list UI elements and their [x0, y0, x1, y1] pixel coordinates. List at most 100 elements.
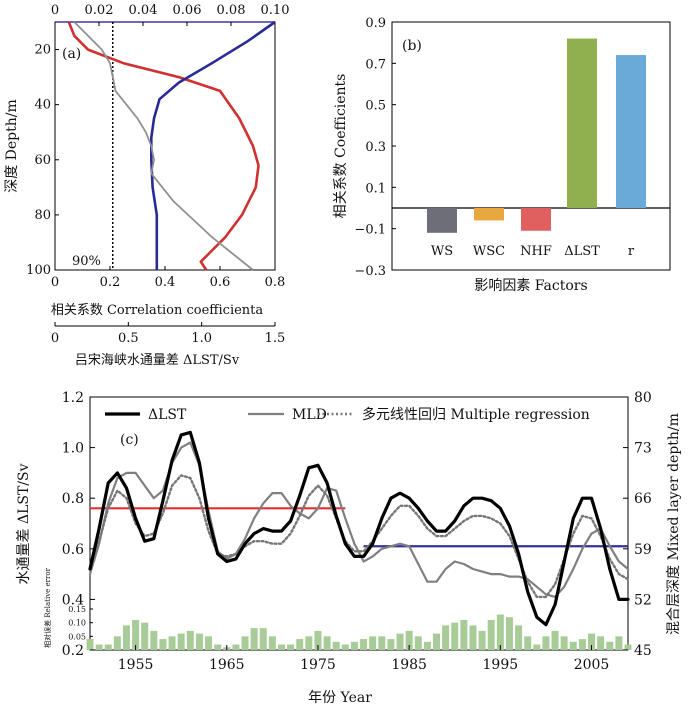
relative-error-bar-1980	[360, 639, 368, 650]
panel-c: (c) 水通量差 ΔLST/Sv 混合层深度 Mixed layer depth…	[16, 390, 682, 706]
c-x-tick-label: 1995	[483, 657, 519, 673]
b-bar-3	[567, 38, 597, 209]
b-y-tick-label: 0.1	[365, 181, 386, 196]
c-series-2-line	[88, 474, 630, 599]
a-top-tick-label: 0	[51, 3, 59, 18]
relative-error-bar-2000	[542, 636, 550, 650]
relative-error-bar-1990	[451, 622, 459, 650]
relative-error-tick-label: 0.10	[68, 619, 86, 628]
a-bottom-tick-label: 0	[51, 275, 59, 290]
c-left-tick-label: 0.6	[62, 542, 84, 558]
relative-error-bar-1951	[95, 644, 103, 650]
c-right-tick-label: 45	[634, 643, 652, 659]
panel-c-xlabel: 年份 Year	[308, 690, 372, 706]
relative-error-bar-1972	[287, 644, 295, 650]
relative-error-bar-1989	[442, 625, 450, 650]
a-top-tick-label: 0.10	[261, 3, 290, 18]
c-left-tick-label: 0.2	[62, 643, 84, 659]
relative-error-bar-1985	[405, 630, 413, 650]
relative-error-bar-1970	[268, 636, 276, 650]
relative-error-bar-1959	[168, 636, 176, 650]
a-top-tick-label: 0.08	[217, 3, 246, 18]
c-right-tick-label: 59	[634, 542, 652, 558]
a-bottom-tick-label: 0.2	[100, 275, 121, 290]
relative-error-bar-1964	[214, 644, 222, 650]
panel-c-ylabel-right: 混合层深度 Mixed layer depth/m	[666, 413, 682, 635]
c-right-tick-label: 66	[634, 491, 652, 507]
relative-error-bar-2005	[588, 633, 596, 650]
b-y-tick-label: 0.5	[365, 99, 386, 114]
relative-error-label: 相对误差 Relative error	[43, 567, 52, 647]
relative-error-bar-1971	[277, 644, 285, 650]
relative-error-bar-1969	[259, 628, 267, 650]
a-second-axis-tick-label: 0.5	[118, 331, 139, 346]
b-bar-1	[474, 208, 504, 221]
relative-error-bar-1997	[515, 625, 523, 650]
relative-error-bar-1991	[460, 619, 468, 650]
a-top-tick-label: 0.04	[129, 3, 158, 18]
panel-c-ylabel-left: 水通量差 ΔLST/Sv	[16, 463, 32, 584]
relative-error-bar-1950	[86, 639, 94, 650]
relative-error-bar-2003	[569, 641, 577, 650]
relative-error-bar-1961	[186, 630, 194, 650]
c-x-tick-label: 2005	[574, 657, 610, 673]
significance-label: 90%	[72, 254, 101, 269]
panel-c-label: (c)	[120, 432, 139, 448]
relative-error-bar-1977	[332, 641, 340, 650]
relative-error-bar-1973	[296, 639, 304, 650]
panel-b: (b) 相关系数 Coefficients 影响因素 Factors −0.3 −…	[333, 16, 671, 294]
relative-error-bar-1992	[469, 625, 477, 650]
relative-error-bar-1983	[387, 639, 395, 650]
relative-error-bar-1968	[250, 628, 258, 650]
relative-error-bar-2004	[578, 639, 586, 650]
c-left-tick-label: 0.8	[62, 491, 84, 507]
b-category-label: ΔLST	[564, 244, 600, 259]
a-y-tick-label: 60	[34, 153, 51, 168]
relative-error-bar-2002	[560, 636, 568, 650]
a-top-tick-label: 0.06	[173, 3, 202, 18]
relative-error-bar-1966	[232, 644, 240, 650]
b-y-tick-label: −0.3	[354, 264, 386, 279]
legend-label-0: ΔLST	[148, 407, 187, 423]
relative-error-bar-1962	[195, 633, 203, 650]
b-bar-0	[427, 208, 457, 233]
panel-c-frame	[89, 396, 629, 651]
relative-error-bar-1963	[205, 636, 213, 650]
relative-error-bar-1979	[350, 641, 358, 650]
relative-error-bar-1999	[533, 644, 541, 650]
panel-b-label: (b)	[402, 38, 422, 54]
b-category-label: WS	[431, 244, 453, 259]
a-bottom-tick-label: 0.4	[155, 275, 176, 290]
b-bar-2	[521, 208, 551, 231]
relative-error-bar-1984	[396, 633, 404, 650]
relative-error-bar-2001	[551, 630, 559, 650]
relative-error-bar-1982	[378, 636, 386, 650]
c-right-tick-label: 73	[634, 441, 652, 457]
a-series-gray-line	[73, 21, 254, 271]
a-top-tick-label: 0.02	[85, 3, 114, 18]
panel-a-ylabel: 深度 Depth/m	[4, 99, 20, 193]
c-series-0-line	[88, 430, 630, 627]
relative-error-bar-1954	[122, 625, 130, 650]
b-y-tick-label: 0.3	[365, 140, 386, 155]
a-series-blue-line	[150, 20, 276, 270]
c-x-tick-label: 1975	[300, 657, 336, 673]
a-y-tick-label: 20	[34, 43, 51, 58]
relative-error-tick-label: 0.05	[68, 632, 86, 641]
panel-a-xlabel-1: 相关系数 Correlation coefficienta	[51, 303, 264, 318]
relative-error-bar-1956	[141, 622, 149, 650]
relative-error-bar-1987	[423, 641, 431, 650]
relative-error-bar-1994	[487, 619, 495, 650]
b-y-tick-label: 0.7	[365, 57, 386, 72]
relative-error-bar-2006	[597, 636, 605, 650]
relative-error-bar-1986	[414, 636, 422, 650]
panel-a-xlabel-2: 吕宋海峡水通量差 ΔLST/Sv	[75, 353, 240, 368]
relative-error-bar-1976	[323, 636, 331, 650]
a-bottom-tick-label: 0.6	[210, 275, 231, 290]
b-y-tick-label: −0.1	[354, 223, 386, 238]
c-x-tick-label: 1985	[391, 657, 427, 673]
c-right-tick-label: 80	[634, 390, 652, 406]
b-y-tick-label: 0.9	[365, 16, 386, 31]
panel-b-xlabel: 影响因素 Factors	[474, 278, 587, 294]
